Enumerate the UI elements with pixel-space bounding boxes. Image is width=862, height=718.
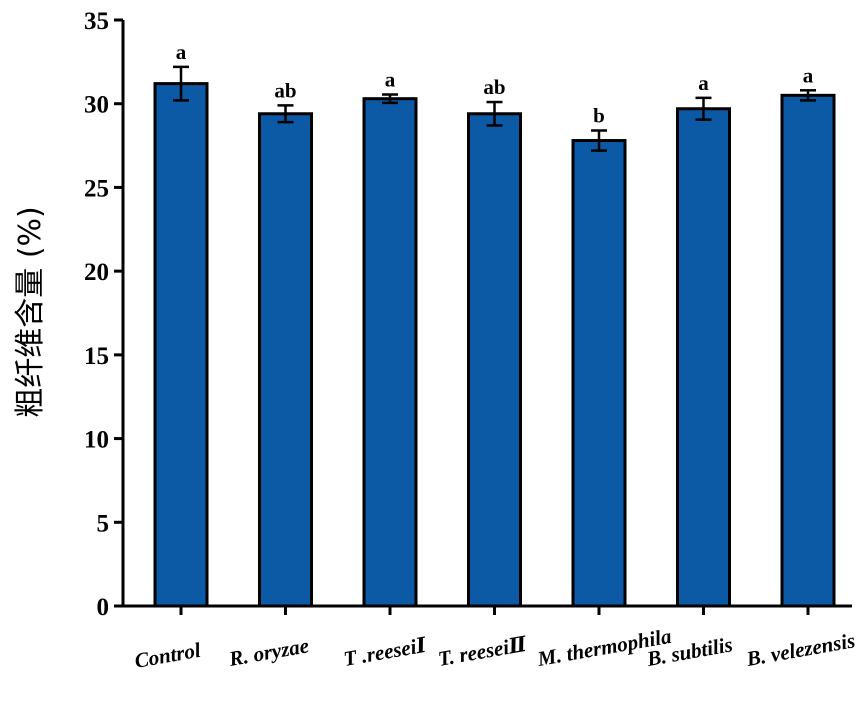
bars: a ab a ab b a a	[153, 40, 836, 608]
y-axis: 0 5 10 15 20 25 30 35	[84, 8, 125, 621]
x-tick-label: R. oryzae	[226, 633, 310, 671]
bar	[676, 107, 731, 608]
x-tick-label: T. reeseiⅡ	[436, 632, 529, 671]
bar	[362, 97, 418, 608]
bar	[258, 112, 313, 608]
x-tick-label: T .reeseiⅠ	[342, 633, 429, 671]
y-tick-label: 35	[84, 8, 109, 35]
x-axis: Control R. oryzae T .reeseiⅠ T. reeseiⅡ M. t…	[123, 604, 857, 673]
y-tick-label: 20	[84, 259, 109, 286]
x-tick-label: Control	[133, 638, 203, 673]
significance-label: a	[385, 68, 396, 92]
y-tick-label: 10	[84, 427, 109, 454]
y-tick-label: 5	[97, 510, 110, 537]
bar	[571, 139, 627, 608]
bar	[153, 82, 209, 608]
y-axis-label: 粗纤维含量 (%)	[13, 206, 48, 417]
y-tick-label: 15	[84, 343, 109, 370]
significance-label: a	[176, 40, 187, 64]
x-tick-label: B. velezensis	[744, 628, 857, 671]
significance-label: a	[698, 71, 709, 95]
bar	[467, 112, 522, 608]
y-tick-label: 25	[84, 175, 109, 202]
significance-label: ab	[483, 75, 505, 99]
significance-label: b	[593, 104, 605, 128]
bar	[780, 93, 836, 608]
significance-label: a	[803, 63, 814, 87]
y-tick-label: 30	[84, 92, 109, 119]
significance-label: ab	[274, 78, 296, 102]
y-tick-label: 0	[97, 594, 110, 621]
